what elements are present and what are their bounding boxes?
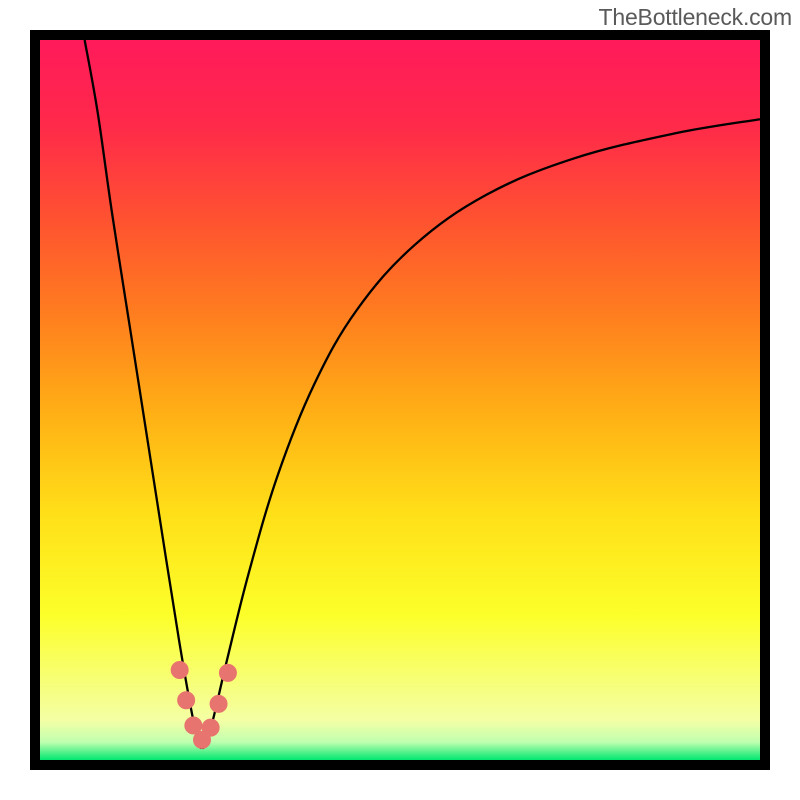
marker-dot — [178, 692, 195, 709]
chart-background — [40, 40, 760, 760]
bottleneck-chart-svg — [0, 0, 800, 800]
marker-dot — [202, 719, 219, 736]
attribution-label: TheBottleneck.com — [599, 0, 800, 31]
marker-dot — [219, 664, 236, 681]
chart-root: TheBottleneck.com — [0, 0, 800, 800]
marker-dot — [210, 695, 227, 712]
marker-dot — [171, 662, 188, 679]
